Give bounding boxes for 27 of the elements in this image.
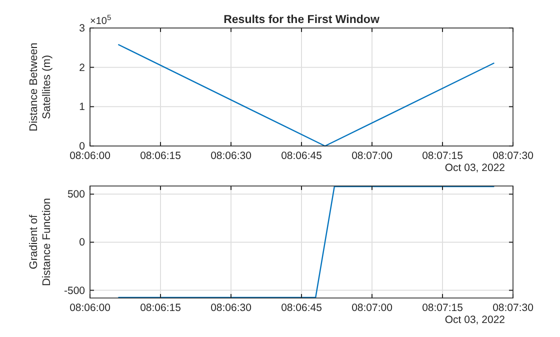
chart-title: Results for the First Window [224,14,380,26]
x-tick-label: 08:07:00 [352,302,393,314]
x-tick-label: 08:07:30 [492,302,534,314]
x-tick-label: 08:06:15 [140,150,182,162]
y-tick-label: 500 [67,188,86,201]
y-tick-label: -500 [64,284,86,297]
x-tick-label: 08:07:15 [422,302,464,314]
x-tick-label: 08:07:15 [422,150,464,162]
x-tick-label: 08:06:15 [140,302,182,314]
x-tick-label: 08:07:00 [352,150,393,162]
x-tick-label: 08:07:30 [492,150,534,162]
y-tick-label: 0 [79,140,86,152]
y-tick-label: 0 [79,236,86,249]
x-tick-label: 08:06:30 [210,302,252,314]
y-tick-label: 3 [79,22,86,34]
x-tick-label: 08:06:00 [70,302,111,314]
x-tick-label: 08:06:45 [281,150,322,162]
text: Oct 03, 2022 [444,314,506,326]
text: ×10$^{5}$ [90,12,112,27]
text: Oct 03, 2022 [444,162,506,174]
x-tick-label: 08:06:00 [70,150,111,162]
y-tick-label: 1 [79,101,86,114]
y-tick-label: 2 [79,62,86,74]
x-tick-label: 08:06:45 [281,302,322,314]
y-axis-title: Gradient of Distance Function [28,198,53,286]
x-tick-label: 08:06:30 [210,150,252,162]
y-axis-title: Distance Between Satellites (m) [28,42,53,132]
